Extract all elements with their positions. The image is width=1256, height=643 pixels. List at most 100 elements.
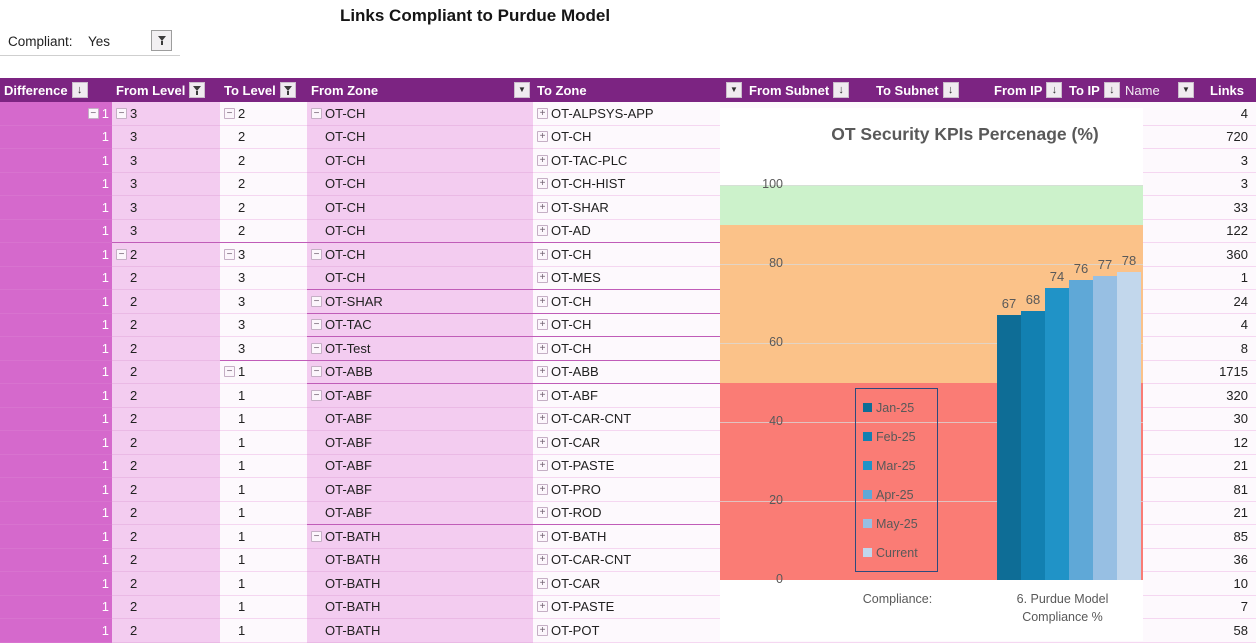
cell-to-level: 1 [220, 431, 307, 455]
collapse-icon[interactable]: − [224, 107, 235, 119]
cell-links: 7 [1197, 595, 1256, 619]
expand-icon[interactable]: + [537, 436, 548, 448]
cell-from-zone: OT-CH [307, 172, 533, 196]
expand-icon[interactable]: + [537, 460, 548, 472]
sort-icon[interactable]: ↓ [1103, 82, 1120, 98]
sort-icon[interactable]: ↓ [71, 82, 88, 98]
collapse-icon[interactable]: − [224, 248, 235, 260]
expand-icon[interactable]: + [537, 554, 548, 566]
expand-icon[interactable]: + [537, 178, 548, 190]
cell-from-zone-value: OT-ABF [325, 458, 372, 474]
difference-value: 1 [101, 317, 109, 333]
cell-to-level: 2 [220, 219, 307, 243]
expand-icon[interactable]: + [537, 342, 548, 354]
filter-icon[interactable] [279, 82, 296, 98]
links-value: 58 [1233, 622, 1248, 638]
expand-icon[interactable]: + [537, 577, 548, 589]
column-header-tl[interactable]: To Level [220, 78, 307, 102]
collapse-icon[interactable]: − [311, 342, 322, 354]
expand-icon[interactable]: + [537, 201, 548, 213]
collapse-icon[interactable]: − [116, 248, 127, 260]
column-header-label: To IP [1069, 82, 1100, 98]
links-value: 10 [1233, 575, 1248, 591]
expand-icon[interactable]: + [537, 295, 548, 307]
cell-to-zone: + OT-PASTE [533, 595, 745, 619]
collapse-icon[interactable]: − [311, 319, 322, 331]
cell-from-level-value: 2 [130, 434, 138, 450]
cell-from-level-value: 2 [130, 552, 138, 568]
sort-icon[interactable]: ↓ [942, 82, 959, 98]
cell-difference: 1 [0, 360, 112, 384]
cell-to-level-value: 3 [238, 317, 246, 333]
column-header-tip[interactable]: To IP ↓ [1065, 78, 1121, 102]
cell-from-zone-value: OT-BATH [325, 622, 381, 638]
expand-icon[interactable]: + [537, 131, 548, 143]
cell-to-zone: + OT-ROD [533, 501, 745, 525]
cell-from-zone-value: OT-ABF [325, 505, 372, 521]
cell-to-zone: + OT-CAR-CNT [533, 548, 745, 572]
column-header-d[interactable]: Difference ↓ [0, 78, 112, 102]
column-header-fl[interactable]: From Level [112, 78, 220, 102]
collapse-icon[interactable]: − [87, 107, 99, 119]
cell-from-level-value: 2 [130, 458, 138, 474]
difference-value: 1 [101, 387, 109, 403]
y-axis-tick-80: 80 [769, 256, 783, 270]
column-header-tz[interactable]: To Zone ▼ [533, 78, 745, 102]
cell-to-level-value: 3 [238, 270, 246, 286]
filter-icon[interactable] [189, 82, 206, 98]
cell-to-zone: + OT-CAR-CNT [533, 407, 745, 431]
dropdown-icon[interactable]: ▼ [1178, 82, 1194, 98]
expand-icon[interactable]: + [537, 624, 548, 636]
cell-from-level: 3 [112, 172, 220, 196]
collapse-icon[interactable]: − [311, 107, 322, 119]
collapse-icon[interactable]: − [116, 107, 127, 119]
legend-label: Current [876, 545, 918, 560]
dropdown-icon[interactable]: ▼ [514, 82, 530, 98]
cell-to-level-value: 1 [238, 481, 246, 497]
legend-item-feb-25: Feb-25 [863, 430, 937, 444]
legend-label: Feb-25 [876, 429, 916, 444]
expand-icon[interactable]: + [537, 483, 548, 495]
column-header-fz[interactable]: From Zone ▼ [307, 78, 533, 102]
collapse-icon[interactable]: − [311, 530, 322, 542]
kpi-chart[interactable]: OT Security KPIs Percenage (%) 0 20 40 60 80… [720, 108, 1143, 641]
cell-from-zone: − OT-BATH [307, 525, 533, 549]
column-header-fip[interactable]: From IP ↓ [990, 78, 1065, 102]
cell-to-zone: + OT-CH [533, 337, 745, 361]
links-value: 21 [1233, 458, 1248, 474]
column-header-lk[interactable]: Links [1197, 78, 1256, 102]
column-header-ts[interactable]: To Subnet ↓ [872, 78, 990, 102]
filter-dropdown-button[interactable] [151, 30, 172, 51]
cell-to-level-value: 1 [238, 387, 246, 403]
expand-icon[interactable]: + [537, 272, 548, 284]
expand-icon[interactable]: + [537, 319, 548, 331]
sort-icon[interactable]: ↓ [833, 82, 850, 98]
cell-to-level: 1 [220, 501, 307, 525]
collapse-icon[interactable]: − [224, 366, 235, 378]
expand-icon[interactable]: + [537, 413, 548, 425]
expand-icon[interactable]: + [537, 366, 548, 378]
expand-icon[interactable]: + [537, 107, 548, 119]
column-header-nm[interactable]: Name ▼ [1121, 78, 1197, 102]
collapse-icon[interactable]: − [311, 248, 322, 260]
sort-icon[interactable]: ↓ [1046, 82, 1063, 98]
cell-to-level-value: 2 [238, 129, 246, 145]
column-header-label: From Zone [311, 82, 379, 98]
expand-icon[interactable]: + [537, 248, 548, 260]
expand-icon[interactable]: + [537, 530, 548, 542]
expand-icon[interactable]: + [537, 225, 548, 237]
legend-item-mar-25: Mar-25 [863, 459, 937, 473]
collapse-icon[interactable]: − [311, 295, 322, 307]
cell-links: 8 [1197, 337, 1256, 361]
expand-icon[interactable]: + [537, 507, 548, 519]
expand-icon[interactable]: + [537, 389, 548, 401]
cell-to-level-value: 1 [238, 552, 246, 568]
cell-difference: −1 [0, 102, 112, 126]
column-header-fs[interactable]: From Subnet ↓ [745, 78, 872, 102]
collapse-icon[interactable]: − [311, 366, 322, 378]
collapse-icon[interactable]: − [311, 389, 322, 401]
dropdown-icon[interactable]: ▼ [726, 82, 742, 98]
dropdown-arrow-glyph: ▼ [518, 85, 526, 94]
expand-icon[interactable]: + [537, 154, 548, 166]
expand-icon[interactable]: + [537, 601, 548, 613]
